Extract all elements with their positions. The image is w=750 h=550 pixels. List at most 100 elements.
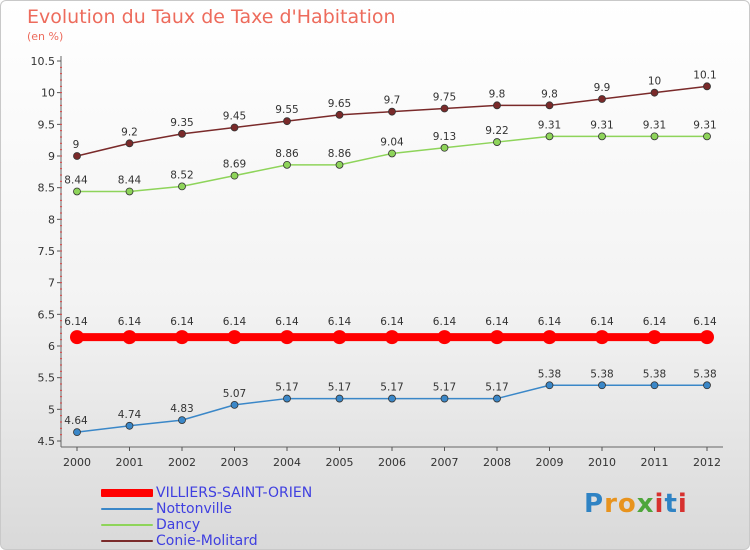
legend-label-villiers: VILLIERS-SAINT-ORIEN (156, 485, 313, 501)
x-tick-label: 2001 (116, 456, 144, 469)
y-tick-label: 4.5 (38, 435, 56, 448)
data-label: 8.44 (64, 174, 88, 186)
data-label: 6.14 (118, 316, 142, 328)
data-point (73, 428, 81, 437)
data-label: 9.31 (643, 119, 666, 131)
data-point (440, 104, 449, 113)
data-label: 5.38 (590, 368, 613, 380)
logo-letter: i (677, 489, 688, 519)
data-label: 9.2 (121, 126, 138, 138)
data-label: 4.64 (64, 415, 88, 427)
y-tick-label: 10.5 (31, 55, 56, 68)
data-label: 4.74 (118, 409, 142, 421)
y-tick-label: 9.5 (38, 118, 56, 131)
data-label: 9.8 (541, 88, 558, 100)
data-point (388, 107, 396, 116)
data-point (545, 381, 554, 390)
data-label: 6.14 (643, 316, 667, 328)
data-point (542, 330, 557, 345)
data-point (595, 330, 609, 345)
data-point (650, 381, 659, 390)
data-point (125, 187, 134, 196)
data-label: 9.45 (223, 111, 246, 123)
y-tick-label: 8 (48, 213, 55, 226)
logo-letter: x (636, 489, 655, 519)
data-point (178, 129, 186, 138)
data-point (283, 160, 291, 169)
data-label: 5.38 (693, 368, 716, 380)
data-label: 5.17 (275, 382, 298, 394)
data-label: 5.38 (643, 368, 666, 380)
data-point (598, 95, 606, 103)
data-label: 9.9 (594, 82, 611, 94)
x-tick-label: 2007 (431, 456, 459, 469)
data-point (230, 171, 239, 180)
data-label: 9.7 (384, 95, 401, 107)
data-point (388, 149, 396, 158)
chart-title: Evolution du Taux de Taxe d'Habitation (27, 6, 396, 28)
data-label: 8.52 (170, 169, 193, 181)
data-point (388, 394, 396, 403)
data-point (703, 381, 711, 390)
y-tick-label: 6 (48, 340, 55, 353)
data-label: 10.1 (693, 69, 716, 81)
data-label: 5.17 (328, 382, 351, 394)
y-axis-unit-label: (en %) (27, 30, 64, 43)
data-point (332, 330, 347, 345)
legend-label-conie-molitard: Conie-Molitard (156, 533, 258, 549)
logo-letter: i (654, 489, 665, 519)
data-point (650, 132, 659, 141)
data-label: 6.14 (328, 316, 352, 328)
logo-letter: r (604, 489, 618, 519)
data-point (70, 330, 84, 345)
data-label: 6.14 (170, 316, 194, 328)
logo-letter: t (664, 489, 678, 519)
data-point (650, 88, 659, 97)
data-point (73, 187, 81, 196)
data-point (493, 394, 501, 403)
data-label: 5.17 (380, 382, 403, 394)
data-label: 9.13 (433, 131, 456, 143)
y-tick-label: 8.5 (38, 182, 56, 195)
data-label: 6.14 (485, 316, 509, 328)
data-point (122, 330, 137, 345)
data-label: 9.55 (275, 104, 298, 116)
data-point (493, 101, 501, 110)
y-tick-label: 7.5 (38, 245, 56, 258)
data-label: 8.69 (223, 159, 246, 171)
data-label: 6.14 (223, 316, 247, 328)
data-point (280, 330, 294, 345)
data-point (703, 82, 711, 91)
data-label: 5.17 (433, 382, 456, 394)
data-point (178, 416, 186, 425)
y-tick-label: 10 (41, 87, 55, 100)
data-label: 6.14 (590, 316, 614, 328)
x-tick-label: 2009 (536, 456, 564, 469)
legend-swatch-villiers (101, 489, 153, 497)
data-point (230, 400, 239, 409)
data-point (175, 330, 189, 345)
data-label: 8.86 (275, 148, 299, 160)
data-label: 6.14 (64, 316, 88, 328)
data-label: 6.14 (433, 316, 457, 328)
data-label: 9.75 (433, 92, 456, 104)
data-label: 4.83 (170, 403, 193, 415)
data-point (385, 330, 399, 345)
data-label: 9.35 (170, 117, 193, 129)
x-tick-label: 2010 (588, 456, 616, 469)
data-label: 9.04 (380, 136, 404, 148)
data-point (178, 182, 186, 191)
data-point (227, 330, 242, 345)
data-point (703, 132, 711, 141)
x-tick-label: 2011 (641, 456, 669, 469)
y-tick-label: 7 (48, 277, 55, 290)
legend-swatch-conie-molitard (101, 540, 153, 542)
data-point (335, 160, 344, 169)
proxiti-logo: Proxiti (584, 489, 688, 519)
legend-swatch-nottonville (101, 508, 153, 510)
data-point (493, 138, 501, 146)
data-label: 10 (648, 76, 661, 88)
x-tick-label: 2004 (273, 456, 301, 469)
logo-letter: P (584, 489, 605, 519)
